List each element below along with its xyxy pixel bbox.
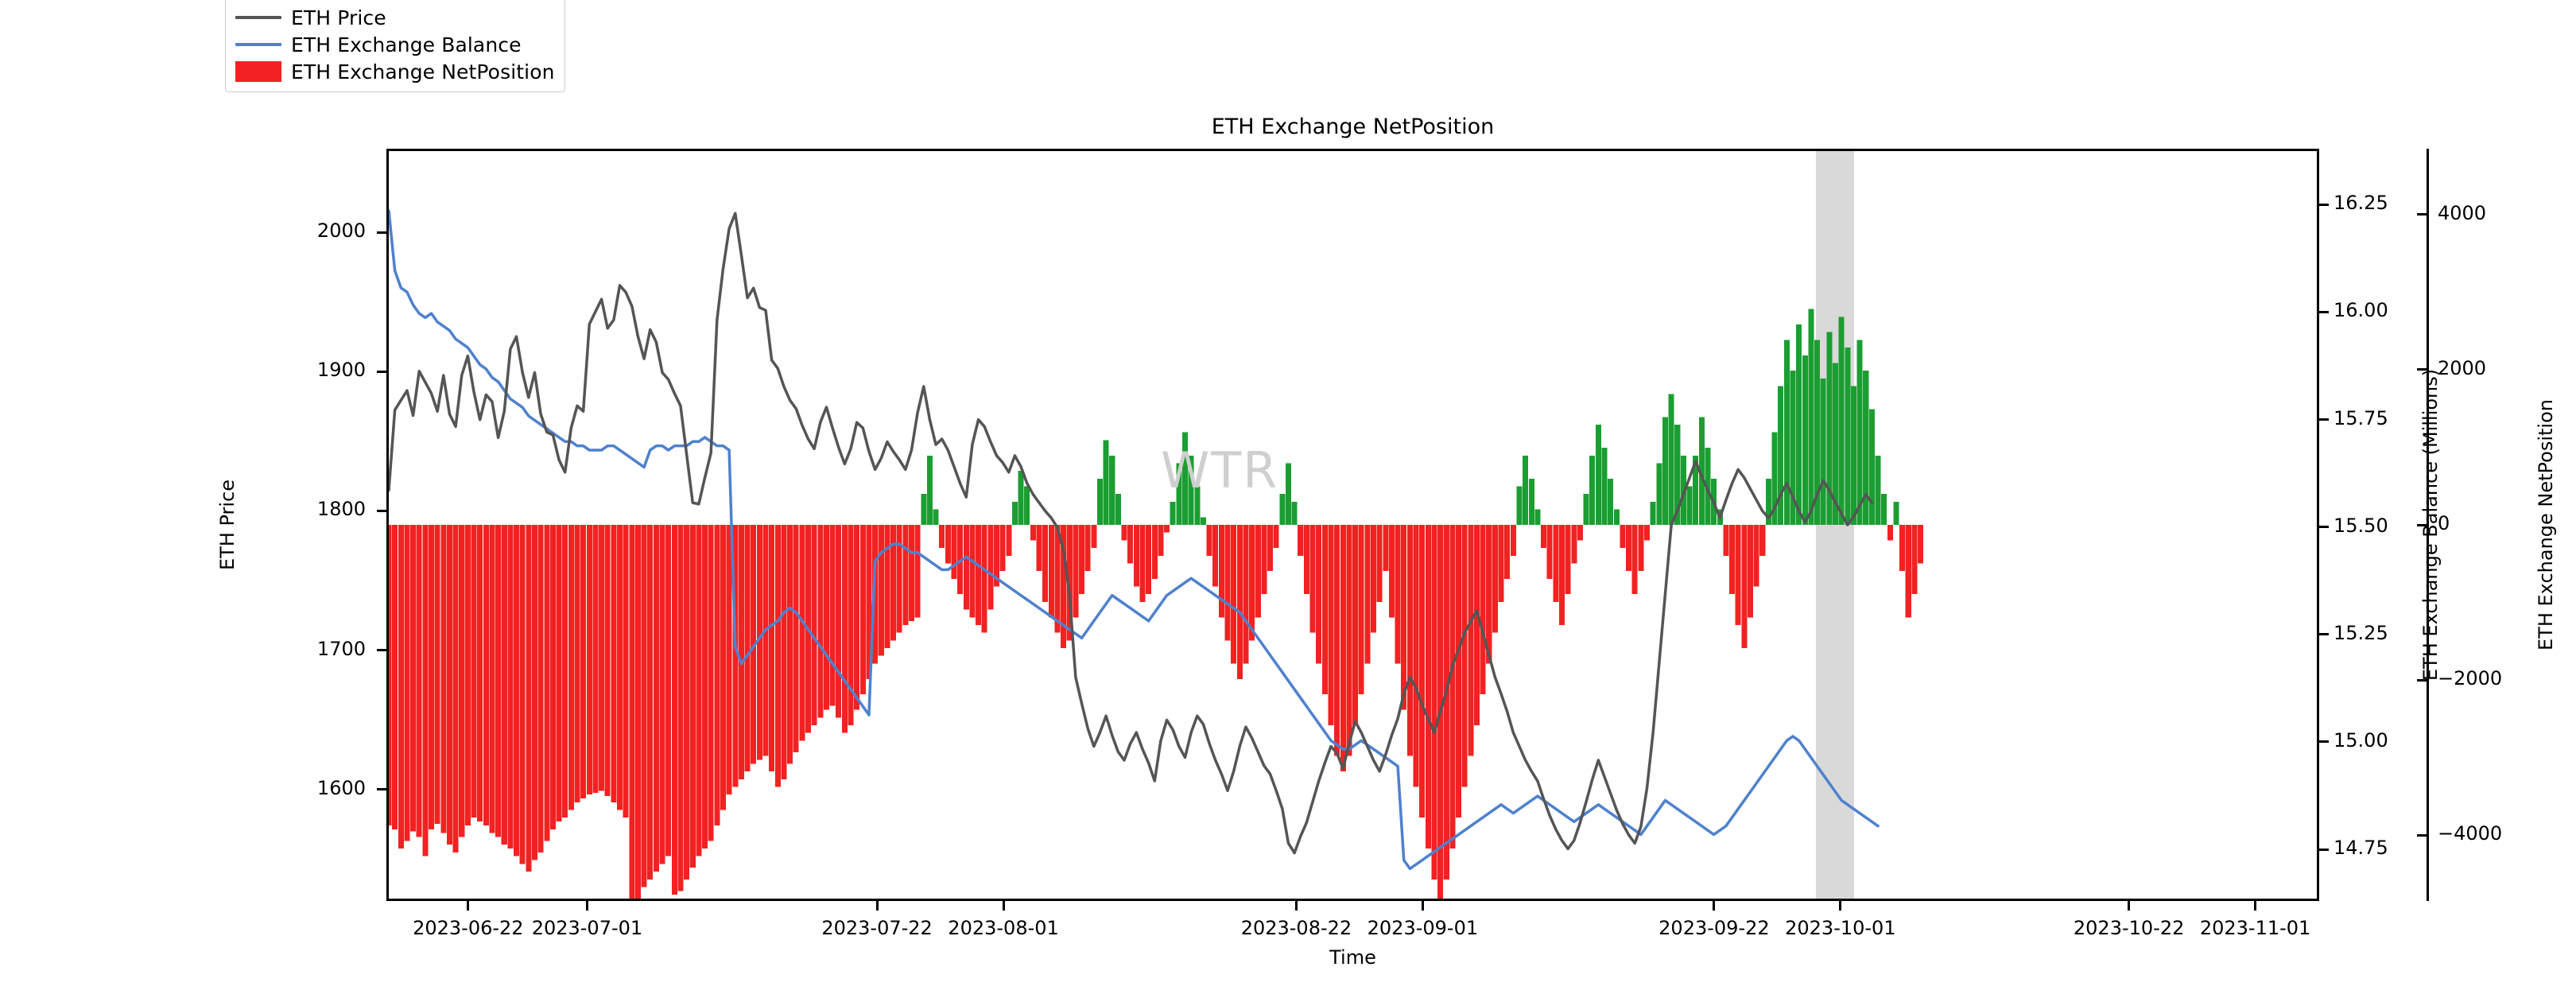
y-tick-label: 16.00 xyxy=(2334,299,2388,322)
y-tick-mark xyxy=(377,370,386,373)
x-tick-label: 2023-06-22 xyxy=(413,917,524,939)
y-tick-mark xyxy=(377,788,386,791)
x-tick-label: 2023-07-22 xyxy=(821,917,933,939)
y-tick-label: 1800 xyxy=(316,498,366,521)
y-tick-mark xyxy=(2417,523,2427,526)
x-tick-label: 2023-09-01 xyxy=(1367,917,1479,939)
y-tick-mark xyxy=(2417,213,2427,216)
x-axis-label: Time xyxy=(1329,946,1376,969)
y-tick-label: 15.25 xyxy=(2334,621,2388,644)
y-axis-title: ETH Price xyxy=(216,479,239,571)
y-tick-mark xyxy=(377,509,386,512)
y-tick-label: 14.75 xyxy=(2334,837,2388,860)
y-axis-title: ETH Exchange NetPosition xyxy=(2535,399,2557,651)
x-tick-mark xyxy=(467,901,470,911)
legend-item-eth-exchange-netposition[interactable]: ETH Exchange NetPosition xyxy=(234,58,555,85)
y-tick-mark xyxy=(2417,678,2427,682)
x-tick-mark xyxy=(2128,901,2131,911)
legend-line-marker-eth-exchange-balance xyxy=(234,31,283,58)
x-tick-label: 2023-10-22 xyxy=(2073,917,2185,939)
x-tick-mark xyxy=(1713,901,1716,911)
y-tick-mark xyxy=(2319,418,2329,421)
legend-label-eth-exchange-netposition: ETH Exchange NetPosition xyxy=(291,60,555,84)
x-tick-mark xyxy=(1294,901,1298,911)
x-tick-mark xyxy=(585,901,588,911)
x-tick-mark xyxy=(1002,901,1005,911)
plot-area xyxy=(386,149,2319,901)
legend-patch-marker-eth-exchange-netposition xyxy=(234,58,283,85)
secondary-right-spine xyxy=(2427,149,2429,901)
chart-legend: ETH Price ETH Exchange Balance ETH Excha… xyxy=(225,0,565,92)
y-tick-mark xyxy=(377,231,386,234)
y-tick-label: 0 xyxy=(2438,512,2450,534)
y-tick-mark xyxy=(2417,368,2427,371)
x-tick-label: 2023-11-01 xyxy=(2199,917,2311,939)
y-tick-label: 15.50 xyxy=(2334,514,2388,537)
x-tick-label: 2023-08-01 xyxy=(948,917,1059,939)
legend-item-eth-price[interactable]: ETH Price xyxy=(234,4,555,31)
y-tick-label: 4000 xyxy=(2438,201,2487,224)
y-tick-mark xyxy=(377,649,386,652)
x-tick-mark xyxy=(2254,901,2257,911)
y-tick-label: 1700 xyxy=(316,637,366,660)
y-tick-label: 1900 xyxy=(316,359,366,382)
y-tick-label: 15.75 xyxy=(2334,406,2388,429)
chart-title: ETH Exchange NetPosition xyxy=(1211,115,1495,139)
x-tick-label: 2023-10-01 xyxy=(1785,917,1896,939)
y-tick-label: −2000 xyxy=(2438,667,2503,690)
price-and-balance-lines xyxy=(389,151,2317,899)
y-tick-mark xyxy=(2319,848,2329,851)
y-tick-label: 16.25 xyxy=(2334,192,2388,215)
y-tick-label: −4000 xyxy=(2438,822,2503,845)
y-tick-mark xyxy=(2417,833,2427,837)
x-tick-label: 2023-07-01 xyxy=(531,917,643,939)
x-tick-mark xyxy=(1421,901,1424,911)
y-tick-mark xyxy=(2319,633,2329,636)
y-tick-mark xyxy=(2319,310,2329,313)
y-tick-mark xyxy=(2319,526,2329,529)
x-tick-label: 2023-09-22 xyxy=(1658,917,1770,939)
y-tick-mark xyxy=(2319,740,2329,744)
y-tick-label: 1600 xyxy=(316,776,366,799)
legend-line-marker-eth-price xyxy=(234,4,283,31)
legend-label-eth-price: ETH Price xyxy=(291,6,386,29)
x-tick-mark xyxy=(875,901,879,911)
x-tick-label: 2023-08-22 xyxy=(1240,917,1352,939)
x-tick-mark xyxy=(1839,901,1842,911)
y-tick-label: 2000 xyxy=(316,219,366,243)
y-tick-mark xyxy=(2319,203,2329,206)
legend-item-eth-exchange-balance[interactable]: ETH Exchange Balance xyxy=(234,31,555,58)
y-tick-label: 15.00 xyxy=(2334,728,2388,752)
legend-label-eth-exchange-balance: ETH Exchange Balance xyxy=(291,33,522,56)
y-tick-label: 2000 xyxy=(2438,356,2487,379)
netposition-bars xyxy=(389,309,1924,899)
